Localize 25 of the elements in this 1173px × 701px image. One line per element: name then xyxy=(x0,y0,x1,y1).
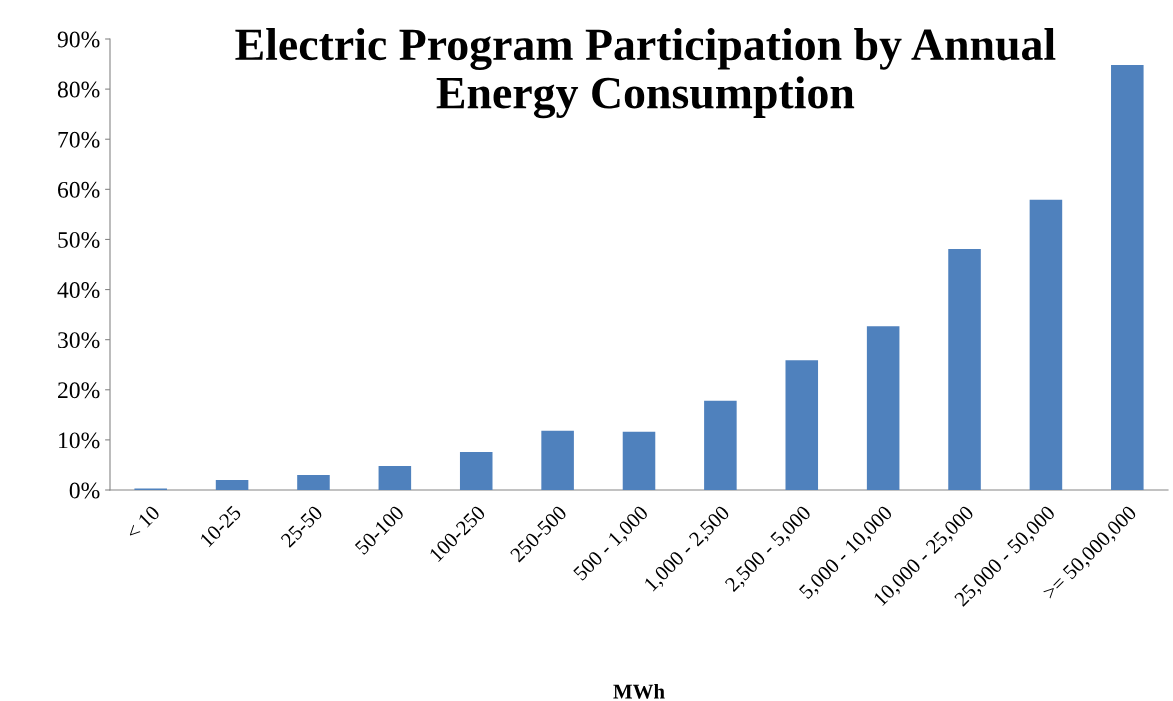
bar xyxy=(459,451,493,490)
y-tick-label: 30% xyxy=(58,332,100,349)
y-tick-label: 60% xyxy=(58,181,100,198)
y-tick-label: 10% xyxy=(59,432,100,449)
y-tick-label: 90% xyxy=(57,31,100,48)
x-axis-title: MWh xyxy=(613,683,665,699)
bar xyxy=(215,479,249,490)
bar xyxy=(1029,199,1063,490)
x-tick-label: < 10 xyxy=(125,504,161,541)
bar xyxy=(1111,65,1144,490)
bar xyxy=(866,326,900,490)
bar xyxy=(948,248,981,490)
bar xyxy=(297,474,330,490)
bar xyxy=(378,465,412,490)
y-tick-label: 0% xyxy=(69,482,100,499)
bar xyxy=(704,400,737,490)
bar xyxy=(785,360,819,490)
bar xyxy=(541,430,574,490)
bar xyxy=(622,431,656,490)
y-tick-label: 70% xyxy=(58,131,100,148)
y-tick-label: 20% xyxy=(58,382,100,399)
y-tick-label: 80% xyxy=(57,81,100,98)
y-tick-label: 40% xyxy=(57,282,100,299)
chart-title: Electric Program Participation by Annual Energy Consumption xyxy=(235,28,1056,119)
y-tick-label: 50% xyxy=(58,231,100,248)
